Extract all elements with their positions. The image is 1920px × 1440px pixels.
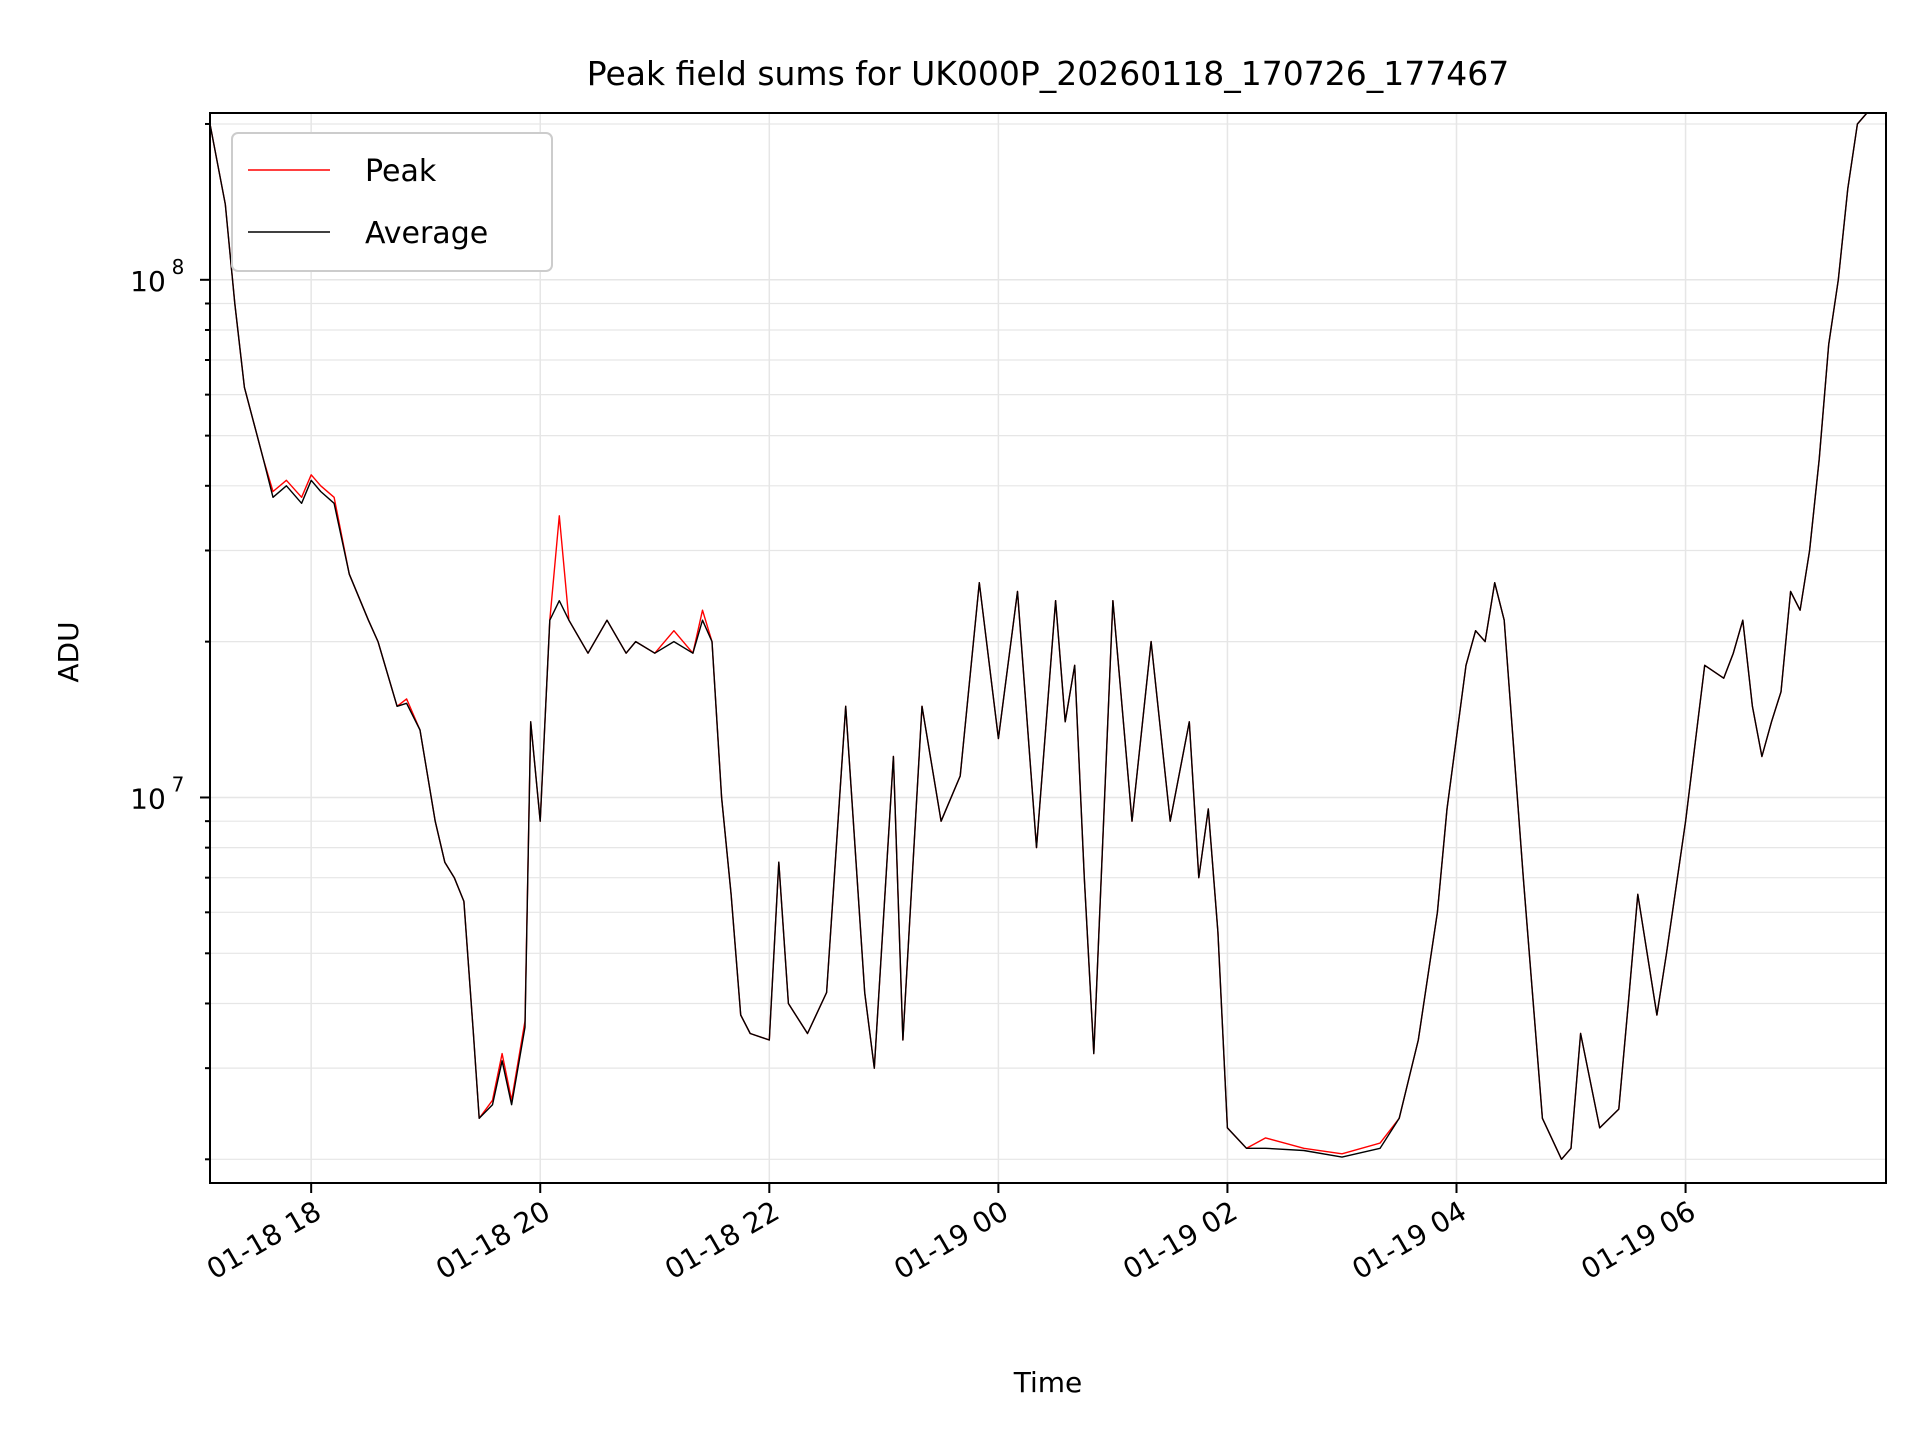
- chart-title: Peak field sums for UK000P_20260118_1707…: [587, 54, 1509, 93]
- series-layer: [209, 112, 1868, 1160]
- legend-peak-label: Peak: [365, 154, 437, 189]
- y-tick-label-base: 10: [130, 782, 166, 815]
- gridlines: [210, 113, 1886, 1183]
- y-tick-label-exponent: 7: [172, 772, 185, 796]
- x-axis-label: Time: [1013, 1366, 1083, 1399]
- legend-average-label: Average: [365, 216, 488, 251]
- legend: Peak Average: [231, 132, 553, 272]
- y-tick-label-exponent: 8: [172, 255, 185, 279]
- average-series-line: [209, 112, 1868, 1160]
- axes-frame: [209, 112, 1887, 1184]
- y-tick-label-base: 10: [130, 265, 166, 298]
- y-axis-label: ADU: [52, 621, 85, 682]
- legend-box: [231, 132, 553, 272]
